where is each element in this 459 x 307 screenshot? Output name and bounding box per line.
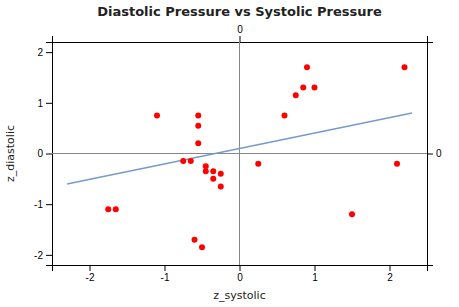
tick: 2 [37, 47, 52, 58]
tick-mark [240, 36, 241, 42]
point [394, 161, 400, 167]
tick: 0 [237, 24, 243, 42]
chart: -2 -1 0 1 2 -2 -1 0 1 2 0 0 Diastolic Pressure vs Sy… [0, 0, 459, 307]
point [218, 171, 224, 177]
x-axis-title: z_systolic [213, 289, 265, 302]
tick-label: 1 [312, 272, 318, 283]
point [195, 112, 201, 118]
tick-mark [46, 204, 52, 205]
tick-label: 0 [237, 24, 243, 35]
fit-line [67, 113, 412, 184]
tick-label: -2 [86, 272, 95, 283]
tick-mark [46, 255, 52, 256]
point [105, 206, 111, 212]
tick-label: -2 [34, 250, 43, 261]
tick-label: 2 [37, 47, 43, 58]
tick-label: 0 [37, 148, 43, 159]
tick: -2 [34, 250, 52, 261]
reference-line [52, 153, 427, 154]
point [293, 92, 299, 98]
point [154, 112, 160, 118]
tick-mark [390, 265, 391, 271]
point [188, 158, 194, 164]
tick: -1 [34, 199, 52, 210]
point [195, 140, 201, 146]
tick-label: -1 [161, 272, 170, 283]
point [402, 64, 408, 70]
tick-mark [46, 154, 52, 155]
tick-label: 0 [436, 148, 442, 159]
point [180, 158, 186, 164]
x-axis: -2 -1 0 1 2 [53, 265, 428, 283]
plot-background [52, 42, 427, 265]
tick-label: 2 [387, 272, 393, 283]
point [349, 211, 355, 217]
tick: -2 [86, 265, 95, 283]
x-axis-line [53, 266, 428, 272]
point [312, 85, 318, 91]
title: Diastolic Pressure vs Systolic Pressure [97, 4, 382, 19]
point [203, 168, 209, 174]
point [192, 237, 198, 243]
tick: -1 [161, 265, 170, 283]
tick-label: 0 [237, 272, 243, 283]
tick-mark [427, 154, 433, 155]
y-axis-title: z_diastolic [4, 125, 17, 182]
point [210, 176, 216, 182]
point [304, 64, 310, 70]
tick-label: -1 [34, 199, 43, 210]
tick-mark [46, 52, 52, 53]
tick-mark [46, 103, 52, 104]
y-axis-line [46, 43, 53, 266]
tick-mark [240, 265, 241, 271]
plot: -2 -1 0 1 2 -2 -1 0 1 2 0 0 [34, 24, 442, 283]
tick-mark [315, 265, 316, 271]
point [255, 161, 261, 167]
point [300, 85, 306, 91]
y2-axis-line [428, 43, 434, 266]
x2-axis-line [53, 36, 428, 43]
tick-mark [165, 265, 166, 271]
point [282, 112, 288, 118]
tick: 1 [312, 265, 318, 283]
point [113, 206, 119, 212]
point [210, 168, 216, 174]
point [199, 244, 205, 250]
tick-label: 1 [37, 98, 43, 109]
point [218, 183, 224, 189]
tick-mark [90, 265, 91, 271]
marks [52, 42, 427, 265]
tick: 0 [237, 265, 243, 283]
point [195, 123, 201, 129]
y2-axis: 0 [427, 43, 442, 266]
tick: 0 [427, 148, 442, 159]
tick: 1 [37, 98, 52, 109]
y-axis: -2 -1 0 1 2 [34, 43, 52, 266]
tick: 0 [37, 148, 52, 159]
x2-axis: 0 [53, 24, 428, 43]
tick: 2 [387, 265, 393, 283]
